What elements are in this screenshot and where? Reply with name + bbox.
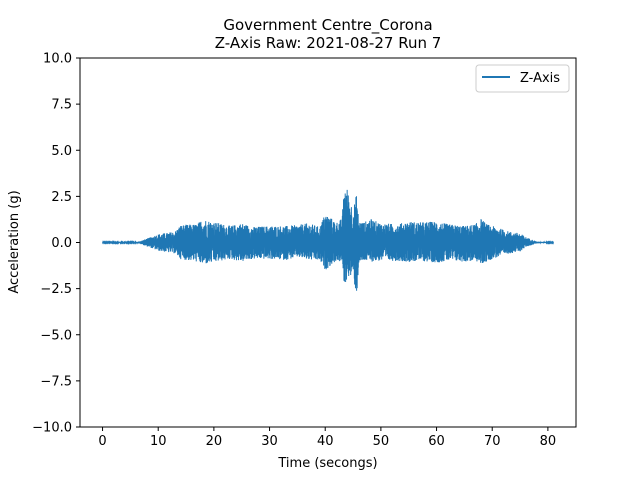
legend: Z-Axis: [475, 64, 570, 93]
y-axis: −10.0 −7.5 −5.0 −2.5 0.0 2.5 5.0 7.5 10.0: [32, 52, 80, 436]
y-tick-label: 0.0: [51, 236, 72, 251]
y-tick-label: 10.0: [43, 52, 72, 67]
legend-label-z-axis: Z-Axis: [520, 71, 560, 86]
y-tick-label: 2.5: [51, 190, 72, 205]
plot-data-area: [102, 189, 554, 291]
y-tick-label: −10.0: [32, 421, 72, 436]
y-tick-label: 5.0: [51, 144, 72, 159]
chart-subtitle: Z-Axis Raw: 2021-08-27 Run 7: [215, 34, 442, 52]
legend-box: [475, 64, 570, 93]
x-tick-label: 40: [317, 434, 334, 449]
x-tick-label: 20: [206, 434, 223, 449]
x-axis: 0 10 20 30 40 50 60 70 80: [98, 427, 556, 449]
series-line-z-axis: [102, 189, 554, 291]
x-axis-label: Time (secongs): [277, 456, 377, 471]
x-tick-label: 70: [484, 434, 501, 449]
y-tick-label: −2.5: [40, 282, 72, 297]
y-tick-label: −7.5: [40, 374, 72, 389]
y-tick-label: −5.0: [40, 328, 72, 343]
x-tick-label: 0: [98, 434, 106, 449]
chart-title: Government Centre_Corona: [223, 16, 432, 35]
x-tick-label: 10: [150, 434, 167, 449]
x-tick-label: 30: [261, 434, 278, 449]
x-tick-label: 80: [540, 434, 557, 449]
x-tick-label: 60: [428, 434, 445, 449]
y-tick-label: 7.5: [51, 98, 72, 113]
x-tick-label: 50: [373, 434, 390, 449]
y-axis-label: Acceleration (g): [7, 190, 22, 293]
